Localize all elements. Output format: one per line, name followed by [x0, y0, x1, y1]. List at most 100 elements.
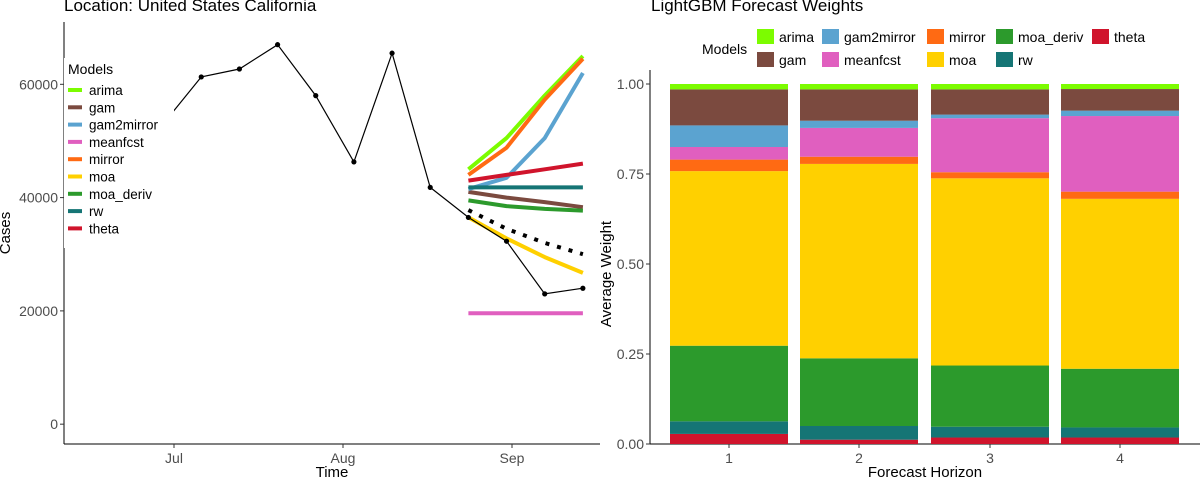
observed-cases-line [162, 43, 583, 295]
right-legend-key-moa [927, 52, 944, 67]
forecast-line-moa [467, 215, 584, 275]
left-y-tick-label: 20000 [19, 303, 58, 319]
right-y-tick-label: 0.00 [617, 436, 644, 452]
observed-point [198, 74, 204, 80]
right-legend-key-mirror [927, 29, 944, 44]
observed-point [389, 50, 395, 56]
left-y-tick-label: 40000 [19, 190, 58, 206]
left-legend-label-arima: arima [89, 83, 123, 98]
observed-point [236, 66, 243, 72]
right-legend-key-moa_deriv [996, 29, 1013, 44]
bar-segment-meanfcst [1061, 116, 1179, 192]
right-x-tick-label: 2 [855, 450, 863, 466]
bar-segment-mirror [800, 156, 918, 164]
left-legend-label-mirror: mirror [89, 152, 125, 167]
bar-segment-moa_deriv [800, 358, 918, 426]
right-y-tick-label: 1.00 [617, 76, 644, 92]
right-legend-title: Models [702, 41, 747, 57]
observed-point [580, 285, 586, 291]
bar-segment-gam [800, 89, 918, 121]
bar-segment-moa_deriv [931, 365, 1049, 427]
bar-segment-moa_deriv [1061, 368, 1179, 428]
observed-point [503, 238, 510, 244]
right-y-tick-label: 0.75 [617, 166, 644, 182]
right-legend-label-mirror: mirror [949, 29, 986, 45]
right-y-tick-label: 0.25 [617, 346, 644, 362]
left-y-tick-label: 60000 [19, 76, 58, 92]
left-legend-label-gam2mirror: gam2mirror [89, 118, 159, 133]
left-x-tick-label: Aug [331, 450, 356, 466]
right-y-tick-label: 0.50 [617, 256, 644, 272]
left-legend-title: Models [68, 61, 113, 77]
bar-segment-meanfcst [670, 147, 788, 160]
left-legend-label-meanfcst: meanfcst [89, 135, 144, 150]
bar-segment-theta [670, 433, 788, 444]
left-legend-label-theta: theta [89, 221, 120, 236]
bar-segment-arima [670, 84, 788, 90]
right-legend-label-moa_deriv: moa_deriv [1018, 29, 1083, 45]
bar-segment-meanfcst [931, 118, 1049, 173]
observed-point [313, 93, 319, 99]
right-legend-label-gam2mirror: gam2mirror [844, 29, 916, 45]
bar-segment-moa [670, 171, 788, 346]
bar-segment-moa [800, 163, 918, 359]
bar-segment-arima [800, 84, 918, 90]
bar-segment-gam2mirror [670, 125, 788, 147]
left-chart-title: Location: United States California [64, 0, 317, 15]
right-x-tick-label: 3 [986, 450, 994, 466]
left-legend-label-rw: rw [89, 204, 103, 219]
right-y-axis-title: Average Weight [598, 220, 615, 327]
right-legend-label-theta: theta [1114, 29, 1145, 45]
bar-segment-gam2mirror [1061, 110, 1179, 117]
bar-segment-mirror [1061, 191, 1179, 199]
left-legend-label-moa: moa [89, 170, 116, 185]
left-x-axis-title: Time [316, 464, 349, 480]
left-legend-label-gam: gam [89, 100, 115, 115]
right-legend-key-rw [996, 52, 1013, 67]
bar-segment-theta [931, 437, 1049, 444]
forecast-line-arima [467, 54, 585, 171]
right-legend-key-arima [757, 29, 774, 44]
right-legend-key-theta [1092, 29, 1109, 44]
forecast-line-gam2mirror [467, 71, 585, 192]
observed-point [351, 159, 357, 165]
bar-segment-arima [931, 84, 1049, 90]
left-x-tick-label: Sep [500, 450, 525, 466]
bar-segment-rw [1061, 427, 1179, 438]
left-y-axis-title: Cases [0, 212, 14, 255]
forecast-line-theta [468, 161, 584, 183]
right-x-tick-label: 4 [1116, 450, 1124, 466]
bar-segment-gam2mirror [800, 120, 918, 128]
right-legend-label-arima: arima [779, 29, 814, 45]
bar-segment-mirror [670, 159, 788, 172]
right-legend-key-gam2mirror [822, 29, 839, 44]
bar-segment-gam [1061, 89, 1179, 111]
forecast-line-mirror [467, 57, 585, 177]
bar-segment-gam2mirror [931, 114, 1049, 119]
bar-segment-moa [931, 178, 1049, 366]
bar-segment-rw [670, 421, 788, 434]
right-x-axis-title: Forecast Horizon [868, 464, 982, 480]
right-legend-key-meanfcst [822, 52, 839, 67]
right-legend-label-meanfcst: meanfcst [844, 52, 901, 68]
ensemble-forecast-dotted-line [467, 208, 584, 257]
bar-segment-moa [1061, 198, 1179, 369]
left-y-tick-label: 0 [50, 416, 58, 432]
bar-segment-mirror [931, 172, 1049, 179]
bar-segment-gam [670, 89, 788, 126]
bar-segment-moa_deriv [670, 345, 788, 422]
observed-point [427, 184, 433, 191]
right-legend-label-gam: gam [779, 52, 806, 68]
forecast-line-gam [468, 189, 584, 210]
right-legend-label-moa: moa [949, 52, 976, 68]
observed-point [542, 291, 548, 297]
bar-segment-gam [931, 89, 1049, 115]
bar-segment-theta [800, 439, 918, 444]
right-legend-key-gam [757, 52, 774, 67]
bar-segment-rw [931, 426, 1049, 438]
right-legend-label-rw: rw [1018, 52, 1034, 68]
observed-point [274, 42, 281, 48]
left-legend-background [64, 58, 174, 248]
bar-segment-theta [1061, 437, 1179, 444]
